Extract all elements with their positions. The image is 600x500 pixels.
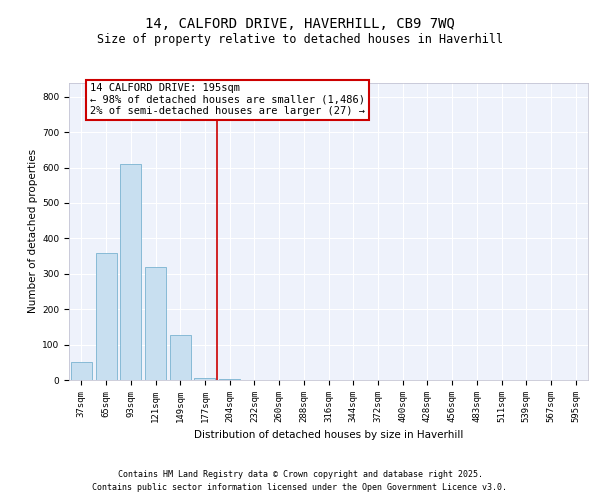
Bar (120, 164, 141, 380)
Text: 14 CALFORD DRIVE: 195sqm
← 98% of detached houses are smaller (1,486)
2% of semi: 14 CALFORD DRIVE: 195sqm ← 98% of detach… (90, 83, 365, 116)
Bar (71, 362, 92, 380)
Text: Contains public sector information licensed under the Open Government Licence v3: Contains public sector information licen… (92, 484, 508, 492)
X-axis label: Distribution of detached houses by size in Haverhill: Distribution of detached houses by size … (194, 430, 463, 440)
Text: Size of property relative to detached houses in Haverhill: Size of property relative to detached ho… (97, 32, 503, 46)
Bar (170, 334, 191, 380)
Y-axis label: Number of detached properties: Number of detached properties (28, 149, 38, 314)
Bar (95, 252, 116, 380)
Text: 14, CALFORD DRIVE, HAVERHILL, CB9 7WQ: 14, CALFORD DRIVE, HAVERHILL, CB9 7WQ (145, 18, 455, 32)
Text: Contains HM Land Registry data © Crown copyright and database right 2025.: Contains HM Land Registry data © Crown c… (118, 470, 482, 479)
Bar (145, 266, 166, 380)
Bar (194, 378, 215, 380)
